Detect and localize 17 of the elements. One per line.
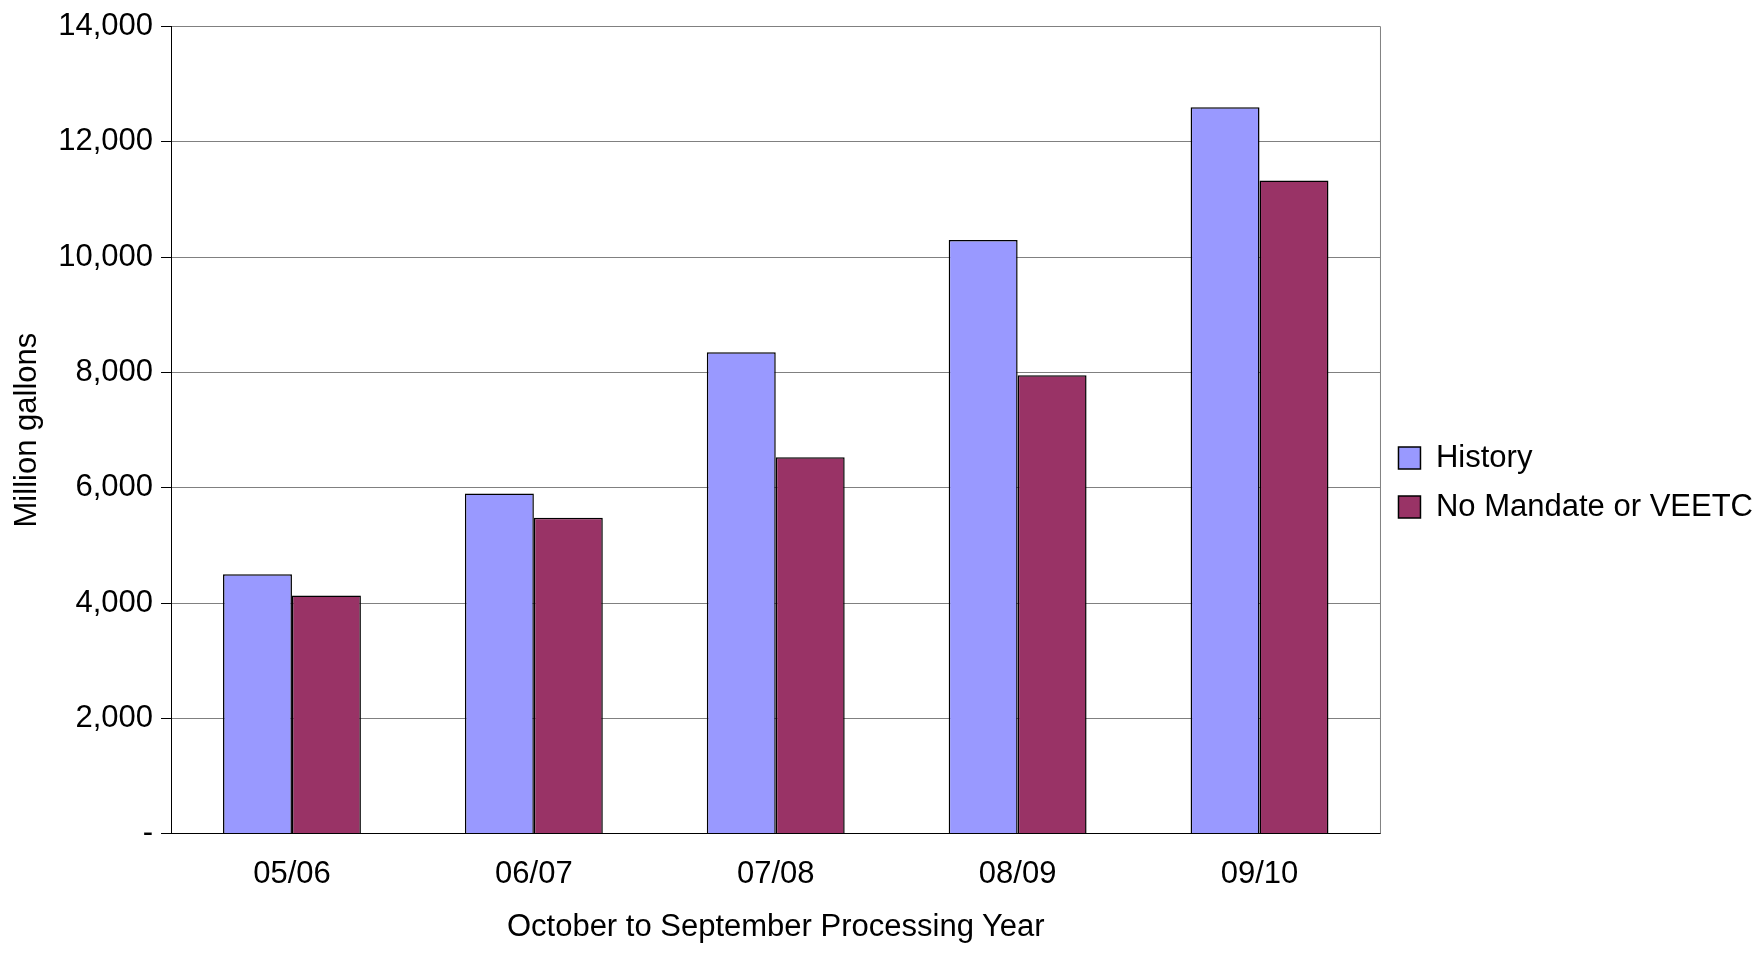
y-tick-label: - (142, 814, 154, 850)
y-axis-title: Million gallons (8, 332, 44, 528)
legend-label: No Mandate or VEETC (1435, 487, 1754, 523)
y-tick-label: 14,000 (58, 7, 154, 43)
y-tick-label: 2,000 (75, 698, 154, 734)
y-tick-label: 8,000 (75, 353, 154, 388)
x-tick-label: 07/08 (736, 854, 815, 890)
y-tick-label: 12,000 (58, 122, 154, 158)
x-axis-title: October to September Processing Year (506, 907, 1045, 943)
x-tick-label: 09/10 (1220, 854, 1299, 890)
legend-label: History (1435, 438, 1533, 474)
x-tick-label: 08/09 (978, 854, 1057, 890)
x-tick-label: 06/07 (495, 854, 573, 890)
y-tick-label: 6,000 (75, 468, 154, 504)
y-tick-label: 4,000 (75, 583, 154, 619)
x-tick-label: 05/06 (253, 854, 331, 890)
y-tick-label: 10,000 (58, 237, 154, 273)
